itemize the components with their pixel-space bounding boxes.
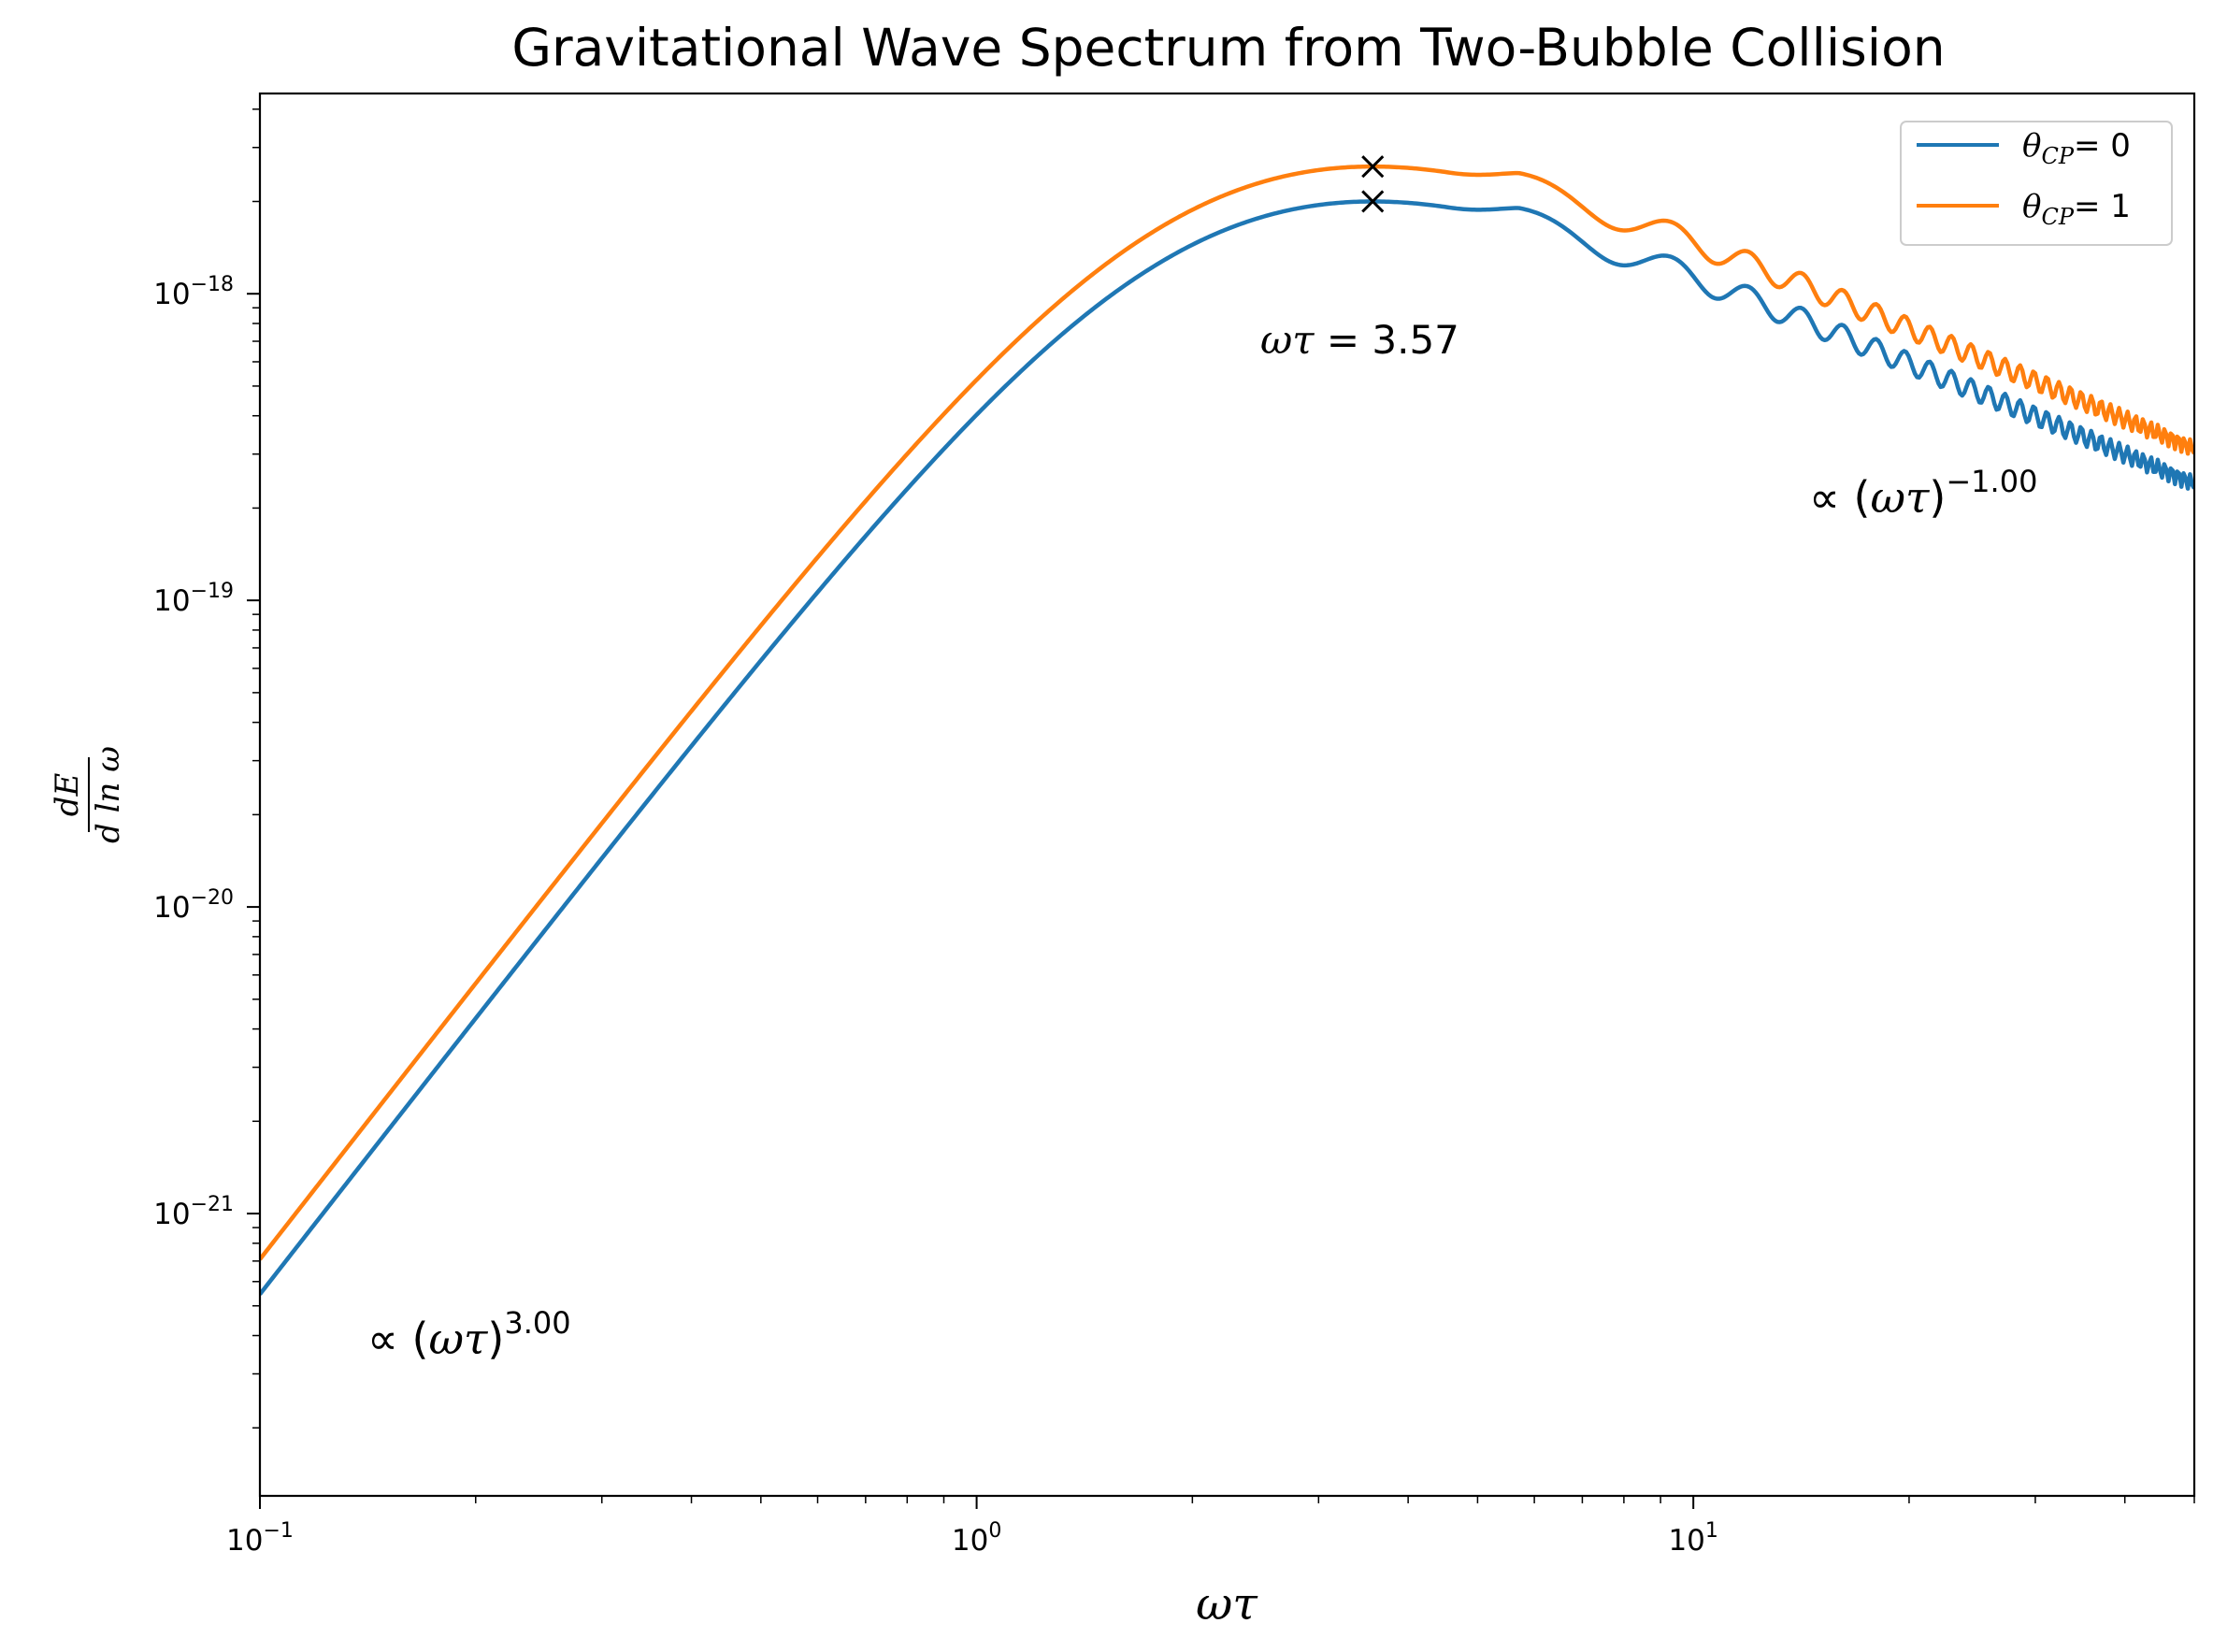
- x-tick-label-0: 10−1: [226, 1519, 294, 1558]
- series-line-1: [260, 164, 2194, 1261]
- y-axis-label-numerator: dE: [49, 773, 86, 817]
- series-line-0: [260, 199, 2194, 1296]
- low-slope-annotation: ∝ (ωτ)3.00: [367, 1305, 571, 1364]
- y-tick-label-3: 10−18: [153, 273, 234, 311]
- legend-box: [1900, 121, 2173, 246]
- axis-ticks: 10−1 100 101 10−21 10−20 10−19 10−18: [153, 108, 2195, 1558]
- high-slope-annotation: ∝ (ωτ)−1.00: [1809, 464, 2037, 523]
- legend-label-theta-1: θCP= 1: [2022, 188, 2131, 230]
- y-tick-label-0: 10−21: [153, 1193, 234, 1231]
- peak-markers: [1361, 155, 1385, 213]
- y-axis-label: dE d ln ω: [49, 746, 127, 843]
- series-lines: [260, 164, 2194, 1296]
- y-tick-label-2: 10−19: [153, 580, 234, 618]
- y-tick-label-1: 10−20: [153, 886, 234, 925]
- legend: θCP= 0 θCP= 1: [1900, 121, 2173, 246]
- peak-annotation: ωτ = 3.57: [1260, 317, 1459, 363]
- y-axis-label-denominator: d ln ω: [90, 746, 127, 843]
- peak-marker-0-stroke-b: [1361, 190, 1385, 213]
- peak-marker-1: [1361, 155, 1385, 179]
- chart-title: Gravitational Wave Spectrum from Two-Bub…: [511, 18, 1945, 78]
- peak-marker-0: [1361, 190, 1385, 213]
- axes-frame: [258, 92, 2196, 1498]
- peak-marker-1-stroke-b: [1361, 155, 1385, 179]
- x-axis-label: ωτ: [1196, 1578, 1258, 1630]
- peak-annotation-value: = 3.57: [1314, 317, 1459, 363]
- x-tick-label-2: 101: [1668, 1519, 1717, 1558]
- x-tick-label-1: 100: [952, 1519, 1001, 1558]
- peak-annotation-symbol: ωτ: [1260, 317, 1315, 363]
- legend-label-theta-0: θCP= 0: [2022, 127, 2131, 169]
